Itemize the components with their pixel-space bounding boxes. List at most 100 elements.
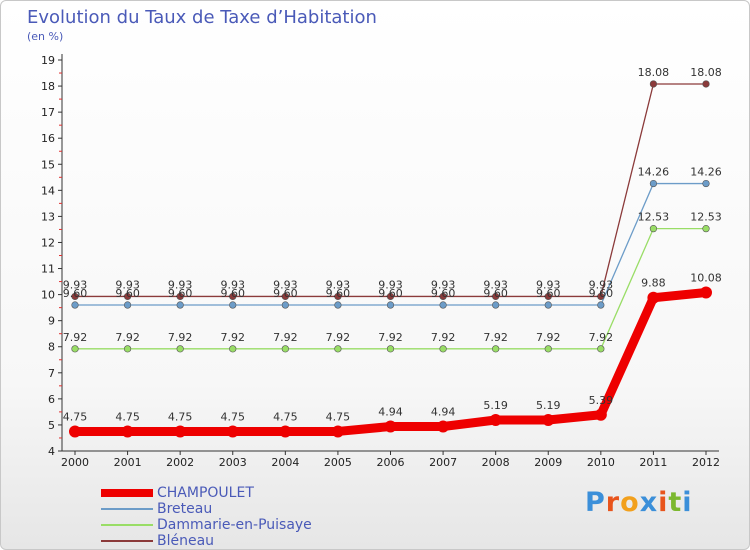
data-label-ble-neau: 9.93 <box>326 278 351 291</box>
data-label-breteau: 9.60 <box>273 287 298 300</box>
point-dammarie-en-puisaye <box>71 345 79 353</box>
series-lines <box>70 83 711 436</box>
y-tick-label: 14 <box>41 184 55 197</box>
x-tick-label: 2006 <box>377 456 405 469</box>
legend-item: Bléneau <box>101 533 312 549</box>
data-label-breteau: 9.60 <box>115 287 140 300</box>
data-label-ble-neau: 9.93 <box>536 278 561 291</box>
legend: CHAMPOULET Breteau Dammarie-en-Puisaye Blén… <box>101 485 312 549</box>
point-ble-neau <box>702 80 710 88</box>
x-tick-label: 2002 <box>166 456 194 469</box>
point-ble-neau <box>649 80 658 88</box>
point-dammarie-en-puisaye <box>386 345 395 353</box>
legend-item: Breteau <box>101 501 312 517</box>
legend-label: Dammarie-en-Puisaye <box>157 517 312 533</box>
point-dammarie-en-puisaye <box>229 345 237 353</box>
data-label-champoulet: 4.75 <box>63 410 88 423</box>
point-breteau <box>597 301 605 309</box>
data-label-ble-neau: 9.93 <box>115 278 140 291</box>
data-label-champoulet: 5.19 <box>536 399 561 412</box>
y-tick-label: 11 <box>41 263 55 276</box>
x-tick-label: 2005 <box>324 456 352 469</box>
point-breteau <box>229 301 237 309</box>
point-breteau <box>123 301 132 309</box>
point-ble-neau <box>439 292 447 301</box>
data-label-dammarie-en-puisaye: 7.92 <box>168 331 193 344</box>
point-breteau <box>702 179 710 188</box>
data-label-breteau: 9.60 <box>483 287 508 300</box>
legend-swatch <box>101 508 153 510</box>
y-tick-label: 15 <box>41 158 55 171</box>
data-label-champoulet: 4.75 <box>115 410 140 423</box>
data-label-ble-neau: 9.93 <box>483 278 508 291</box>
data-label-breteau: 9.60 <box>536 287 561 300</box>
point-champoulet <box>542 413 555 426</box>
point-ble-neau <box>492 292 500 301</box>
point-breteau <box>334 301 342 309</box>
point-champoulet <box>489 413 502 426</box>
point-dammarie-en-puisaye <box>492 345 500 353</box>
data-label-ble-neau: 18.08 <box>690 66 722 79</box>
data-label-breteau: 9.60 <box>378 287 403 300</box>
y-tick-label: 9 <box>48 315 55 328</box>
data-label-dammarie-en-puisaye: 7.92 <box>483 331 508 344</box>
point-breteau <box>176 301 184 309</box>
logo-letter: o <box>620 487 640 518</box>
point-dammarie-en-puisaye <box>334 345 342 353</box>
data-label-dammarie-en-puisaye: 7.92 <box>115 331 140 344</box>
data-label-champoulet: 9.88 <box>641 277 666 290</box>
y-tick-label: 13 <box>41 210 55 223</box>
data-label-champoulet: 4.75 <box>168 410 193 423</box>
y-tick-label: 5 <box>48 419 55 432</box>
chart-title: Evolution du Taux de Taxe d’Habitation <box>27 7 377 28</box>
point-dammarie-en-puisaye <box>281 345 289 353</box>
logo-letter: i <box>682 487 693 518</box>
y-tick-label: 17 <box>41 106 55 119</box>
logo-letter: i <box>658 487 669 518</box>
data-label-breteau: 9.60 <box>168 287 193 300</box>
data-label-champoulet: 10.08 <box>690 272 722 285</box>
data-label-breteau: 9.60 <box>431 287 456 300</box>
point-ble-neau <box>229 292 237 301</box>
data-label-champoulet: 5.19 <box>483 399 508 412</box>
data-label-ble-neau: 9.93 <box>273 278 298 291</box>
data-label-champoulet: 4.94 <box>431 405 456 418</box>
x-tick-label: 2000 <box>61 456 89 469</box>
legend-swatch <box>101 489 153 497</box>
point-breteau <box>71 301 79 309</box>
logo-letter: r <box>605 487 621 518</box>
point-dammarie-en-puisaye <box>439 345 447 353</box>
point-champoulet <box>437 420 450 433</box>
data-label-champoulet: 4.94 <box>378 405 403 418</box>
point-champoulet <box>594 408 607 421</box>
x-tick-label: 2008 <box>482 456 510 469</box>
y-tick-label: 19 <box>41 54 55 67</box>
point-champoulet <box>174 425 187 438</box>
point-breteau <box>649 179 658 188</box>
legend-swatch <box>101 524 153 526</box>
unit-label: (en %) <box>27 30 64 43</box>
point-dammarie-en-puisaye <box>176 345 184 353</box>
legend-item: CHAMPOULET <box>101 485 312 501</box>
y-tick-label: 10 <box>41 289 55 302</box>
data-label-dammarie-en-puisaye: 7.92 <box>273 331 298 344</box>
data-label-dammarie-en-puisaye: 12.53 <box>690 211 722 224</box>
point-ble-neau <box>386 292 395 301</box>
data-label-breteau: 9.60 <box>63 287 88 300</box>
data-label-breteau: 14.26 <box>690 166 722 179</box>
point-champoulet <box>279 425 292 438</box>
legend-item: Dammarie-en-Puisaye <box>101 517 312 533</box>
data-label-dammarie-en-puisaye: 7.92 <box>326 331 351 344</box>
point-ble-neau <box>71 292 79 301</box>
point-dammarie-en-puisaye <box>597 345 605 353</box>
point-ble-neau <box>544 292 552 301</box>
data-label-champoulet: 4.75 <box>221 410 246 423</box>
data-label-champoulet: 4.75 <box>273 410 298 423</box>
point-ble-neau <box>334 292 342 301</box>
point-ble-neau <box>597 292 605 301</box>
point-breteau <box>386 301 395 309</box>
series-line-ble-neau <box>74 83 707 298</box>
point-champoulet <box>226 425 239 438</box>
data-label-ble-neau: 9.93 <box>221 278 246 291</box>
